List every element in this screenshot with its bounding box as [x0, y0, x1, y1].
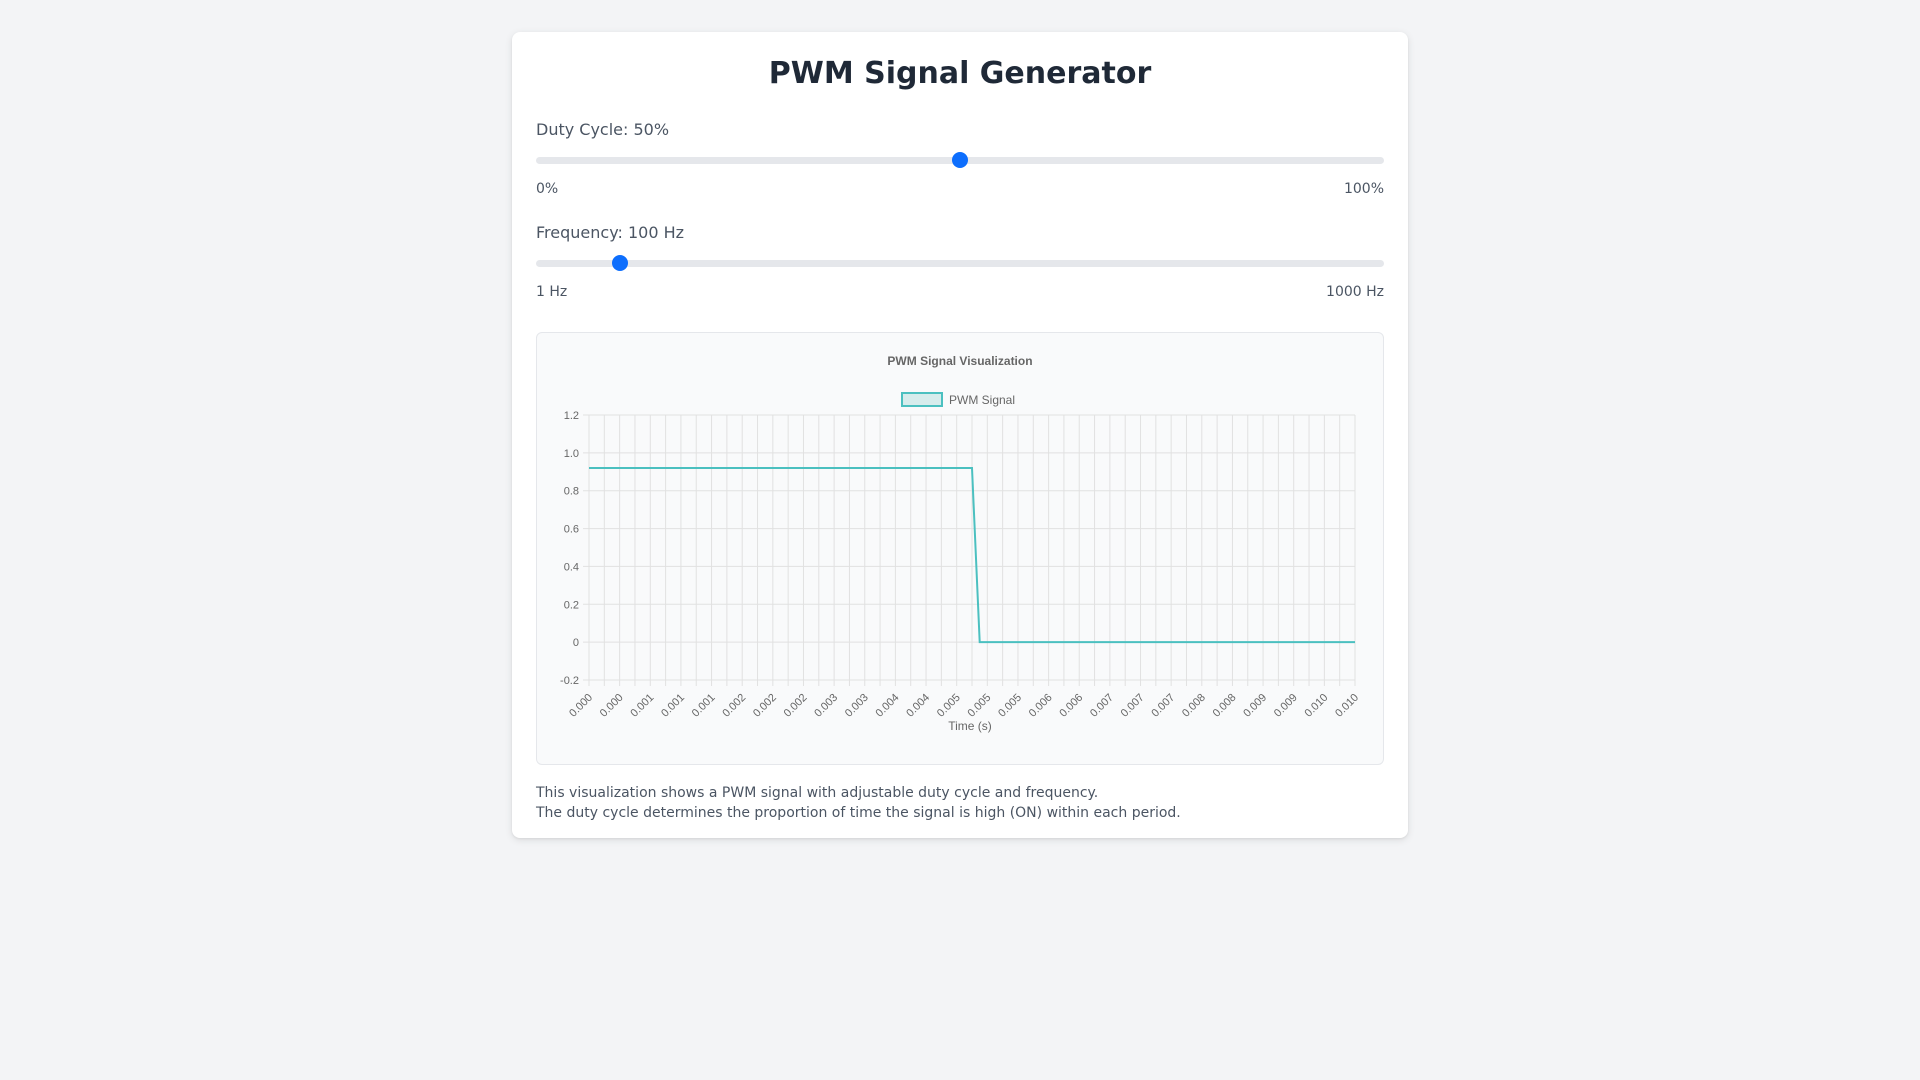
description-line-2: The duty cycle determines the proportion…: [536, 805, 1181, 821]
x-tick-label: 0.003: [843, 692, 871, 720]
description: This visualization shows a PWM signal wi…: [536, 783, 1384, 823]
duty-cycle-control: Duty Cycle: 50% 0% 100%: [536, 120, 1384, 198]
x-tick-label: 0.009: [1272, 692, 1300, 720]
x-tick-label: 0.002: [782, 692, 810, 720]
x-tick-label: 0.010: [1303, 692, 1331, 720]
duty-cycle-label: Duty Cycle: 50%: [536, 120, 670, 139]
x-tick-label: 0.007: [1119, 692, 1147, 720]
x-tick-label: 0.007: [1088, 692, 1116, 720]
x-tick-label: 0.001: [628, 692, 656, 720]
x-tick-label: 0.006: [1027, 692, 1055, 720]
legend-label: PWM Signal: [949, 393, 1015, 407]
y-tick-label: 1.2: [564, 410, 579, 422]
y-tick-label: -0.2: [560, 675, 579, 687]
x-tick-label: 0.001: [659, 692, 687, 720]
frequency-range: 1 Hz 1000 Hz: [536, 283, 1384, 301]
chart-legend[interactable]: PWM Signal: [901, 392, 1015, 407]
y-tick-label: 0.8: [564, 486, 579, 498]
x-tick-label: 0.008: [1211, 692, 1239, 720]
frequency-slider[interactable]: [536, 255, 1384, 271]
frequency-max-label: 1000 Hz: [1326, 284, 1384, 300]
x-tick-label: 0.009: [1241, 692, 1269, 720]
duty-cycle-thumb[interactable]: [952, 152, 968, 168]
x-tick-label: 0.000: [567, 692, 595, 720]
duty-cycle-range: 0% 100%: [536, 180, 1384, 198]
x-tick-label: 0.001: [690, 692, 718, 720]
x-tick-label: 0.008: [1180, 692, 1208, 720]
pwm-chart: PWM Signal Visualization PWM Signal 1.21…: [560, 354, 1361, 733]
x-tick-label: 0.004: [874, 692, 902, 720]
frequency-control: Frequency: 100 Hz 1 Hz 1000 Hz: [536, 223, 1384, 301]
pwm-card: PWM Signal Generator Duty Cycle: 50% 0% …: [512, 32, 1408, 838]
x-tick-label: 0.004: [904, 692, 932, 720]
y-axis: 1.2 1.0 0.8 0.6 0.4 0.2 0 -0.2: [560, 410, 579, 687]
duty-cycle-slider[interactable]: [536, 152, 1384, 168]
x-tick-label: 0.007: [1149, 692, 1177, 720]
x-axis: 0.000 0.000 0.001 0.001 0.001 0.002 0.002 0.002…: [567, 692, 1361, 720]
x-tick-label: 0.010: [1333, 692, 1361, 720]
y-tick-label: 0.6: [564, 524, 579, 536]
chart-container: PWM Signal Visualization PWM Signal 1.2 1…: [536, 332, 1384, 765]
y-tick-label: 0: [573, 637, 579, 649]
x-tick-label: 0.003: [812, 692, 840, 720]
x-tick-label: 0.005: [965, 692, 993, 720]
y-tick-label: 0.2: [564, 599, 579, 611]
y-tick-label: 0.4: [564, 561, 579, 573]
x-tick-label: 0.002: [751, 692, 779, 720]
pwm-signal-line: [589, 467, 1355, 644]
x-tick-label: 0.005: [996, 692, 1024, 720]
x-tick-label: 0.002: [720, 692, 748, 720]
frequency-label: Frequency: 100 Hz: [536, 223, 685, 242]
x-axis-label: Time (s): [948, 719, 992, 733]
x-tick-label: 0.005: [935, 692, 963, 720]
legend-swatch: [901, 392, 943, 407]
frequency-thumb[interactable]: [612, 255, 629, 271]
duty-cycle-max-label: 100%: [1343, 181, 1384, 197]
x-tick-label: 0.000: [598, 692, 626, 720]
page-title: PWM Signal Generator: [768, 56, 1152, 91]
frequency-track[interactable]: [536, 260, 1384, 267]
y-tick-label: 1.0: [564, 448, 579, 460]
x-tick-label: 0.006: [1057, 692, 1085, 720]
chart-grid: [583, 414, 1356, 686]
description-line-1: This visualization shows a PWM signal wi…: [536, 785, 1099, 801]
chart-title: PWM Signal Visualization: [887, 354, 1032, 368]
frequency-min-label: 1 Hz: [536, 284, 568, 300]
duty-cycle-min-label: 0%: [536, 181, 559, 197]
